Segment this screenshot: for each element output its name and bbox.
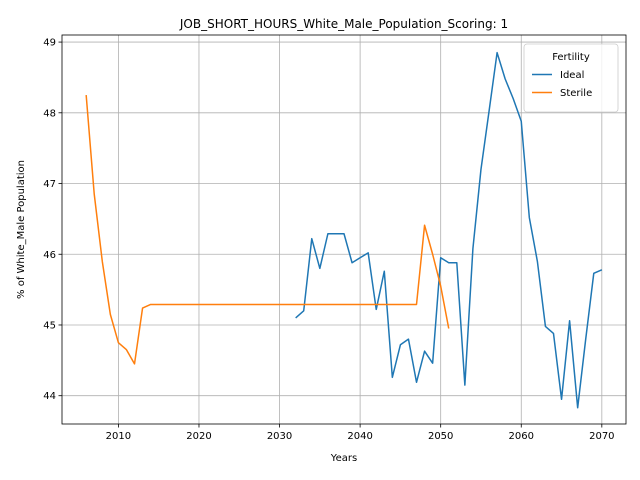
legend-title: Fertility bbox=[552, 52, 590, 63]
legend-label-ideal: Ideal bbox=[560, 70, 584, 81]
plot-frame bbox=[61, 34, 627, 425]
x-tick-label: 2040 bbox=[347, 431, 372, 442]
x-tick-label: 2010 bbox=[106, 431, 131, 442]
y-tick-label: 46 bbox=[43, 250, 56, 261]
series-line-sterile bbox=[85, 95, 450, 365]
x-tick-label: 2050 bbox=[428, 431, 453, 442]
y-tick-label: 44 bbox=[43, 391, 56, 402]
x-tick-label: 2020 bbox=[186, 431, 211, 442]
y-axis-label: % of White_Male Population bbox=[16, 160, 27, 299]
y-tick-label: 47 bbox=[43, 179, 56, 190]
x-tick-label: 2070 bbox=[589, 431, 614, 442]
y-tick-label: 45 bbox=[43, 320, 56, 331]
x-tick-label: 2030 bbox=[267, 431, 292, 442]
x-tick-label: 2060 bbox=[509, 431, 534, 442]
series-layer bbox=[85, 51, 603, 409]
y-tick-label: 49 bbox=[43, 38, 56, 49]
legend-label-sterile: Sterile bbox=[560, 88, 592, 99]
chart-title: JOB_SHORT_HOURS_White_Male_Population_Sc… bbox=[179, 17, 508, 31]
x-axis-label: Years bbox=[330, 453, 357, 464]
grid bbox=[62, 35, 626, 424]
series-line-ideal bbox=[295, 51, 603, 409]
legend: Fertility Ideal Sterile bbox=[523, 43, 619, 113]
y-tick-label: 48 bbox=[43, 108, 56, 119]
legend-box bbox=[523, 43, 619, 113]
axis-ticks: 2010 2020 2030 2040 2050 2060 2070 44 45 46 47 48 49 bbox=[43, 38, 614, 442]
